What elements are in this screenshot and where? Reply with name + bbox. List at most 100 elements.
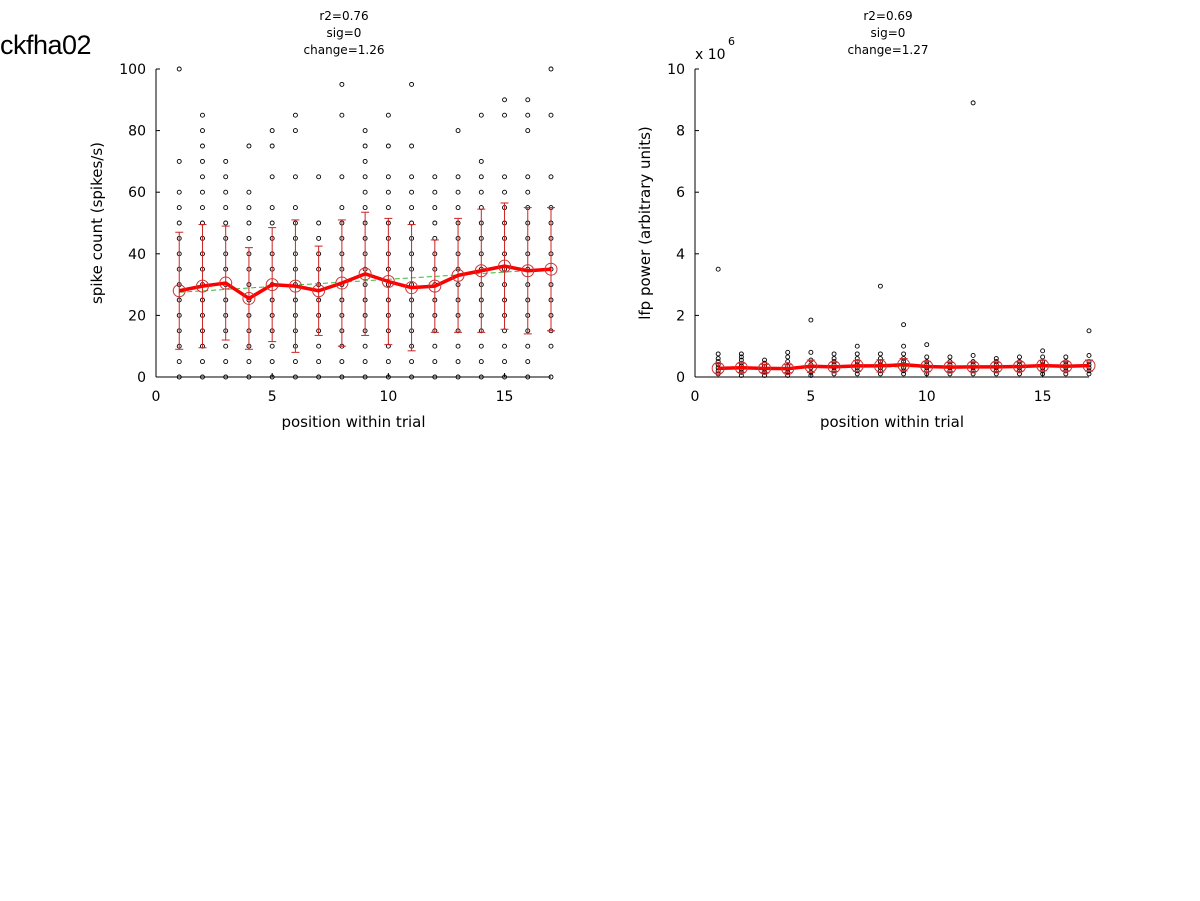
chart-1-mean-marker — [172, 284, 186, 298]
chart-1-data-point — [316, 343, 322, 349]
chart-1-stat-change: change=1.26 — [303, 43, 385, 57]
chart-1-data-point — [432, 343, 438, 349]
chart-2-mean-marker — [1036, 359, 1050, 373]
chart-2-data-point — [1017, 354, 1022, 360]
chart-1-data-point — [502, 189, 507, 195]
chart-1-x-tick-label: 5 — [268, 389, 277, 405]
chart-1-data-point — [292, 374, 298, 380]
chart-1-data-point — [502, 97, 507, 103]
chart-1-mean-marker — [381, 275, 395, 289]
chart-2-mean-marker — [1059, 359, 1073, 373]
chart-1-data-point — [362, 359, 368, 365]
chart-1-stat-sig: sig=0 — [326, 26, 362, 40]
chart-2-scale-label: x 10 — [695, 47, 726, 63]
chart-1-data-point — [246, 205, 252, 211]
chart-2-data-point — [715, 356, 721, 361]
chart-2-mean-marker — [897, 358, 911, 372]
chart-1-data-point — [525, 374, 531, 380]
chart-1-data-point — [200, 112, 205, 118]
chart-1-data-point — [200, 158, 205, 164]
chart-1-data-point — [339, 112, 345, 118]
chart-2-x-tick-label: 0 — [691, 389, 700, 405]
chart-1-x-tick-label: 10 — [379, 389, 397, 405]
chart-2-data-point — [1040, 348, 1046, 354]
chart-1-data-point — [548, 174, 554, 180]
chart-1-data-point — [385, 143, 391, 149]
chart-2-data-point — [924, 354, 930, 360]
chart-2-y-tick-label: 0 — [676, 370, 685, 386]
chart-1-mean-marker — [312, 284, 326, 298]
chart-1-data-point — [269, 174, 275, 180]
chart-1-data-point — [409, 189, 415, 195]
chart-2-mean-marker — [966, 360, 980, 374]
chart-1-data-point — [176, 374, 182, 380]
chart-2-data-point — [970, 100, 976, 106]
chart-2-data-point — [877, 283, 883, 289]
chart-2-data-point — [1040, 354, 1046, 360]
chart-1-data-point — [339, 359, 345, 365]
chart-2-data-point — [785, 373, 791, 378]
chart-2-data-point — [901, 343, 907, 349]
chart-1-data-point — [246, 374, 252, 380]
chart-2-y-tick-label: 2 — [676, 308, 685, 324]
chart-1-data-point — [176, 359, 182, 365]
chart-1-data-point — [548, 112, 554, 118]
chart-2-data-point — [901, 351, 907, 357]
chart-1-y-tick-label: 0 — [137, 370, 146, 386]
chart-2-data-point — [901, 322, 907, 328]
chart-2-data-point — [785, 359, 791, 365]
chart-1-data-point — [455, 359, 461, 365]
chart-1-mean-marker — [498, 259, 512, 273]
chart-1-mean-marker — [544, 262, 558, 276]
chart-1-data-point — [200, 174, 205, 180]
chart-1-data-point — [502, 343, 507, 349]
chart-1-data-point — [223, 374, 229, 380]
chart-1-data-point — [339, 81, 345, 87]
chart-1-data-point — [525, 97, 531, 103]
chart-1-data-point — [455, 343, 461, 349]
chart-1-data-point — [223, 220, 229, 226]
chart-2-x-tick-label: 15 — [1034, 389, 1052, 405]
chart-1-data-point — [176, 158, 182, 164]
chart-1-data-point — [432, 220, 438, 226]
chart-2-data-point — [785, 354, 791, 360]
chart-1-data-point — [455, 374, 461, 380]
chart-1-data-point — [478, 359, 484, 365]
chart-1-data-point — [292, 128, 298, 134]
chart-1-data-point — [223, 343, 229, 349]
chart-1-data-point — [362, 205, 368, 211]
chart-1-data-point — [292, 174, 298, 180]
chart-1-mean-marker — [358, 267, 372, 281]
chart-1-data-point — [362, 189, 368, 195]
chart-1-data-point — [316, 359, 322, 365]
chart-2-data-point — [901, 371, 907, 377]
chart-2-y-axis-label: lfp power (arbitrary units) — [636, 126, 654, 320]
chart-1-data-point — [200, 205, 205, 211]
chart-1-mean-line — [178, 264, 552, 301]
chart-2-data-point — [1086, 328, 1092, 334]
chart-1-stats: r2=0.76 sig=0 change=1.26 — [244, 8, 444, 59]
chart-1-data-point — [269, 205, 275, 211]
chart-2-x-axis-label: position within trial — [820, 413, 964, 431]
chart-2-data-point — [1086, 352, 1092, 358]
chart-1-data-point — [478, 158, 484, 164]
chart-2-scale-exponent: 6 — [728, 35, 735, 48]
chart-1-data-point — [385, 174, 391, 180]
chart-2-mean-marker — [734, 361, 748, 375]
chart-1-data-point — [432, 205, 438, 211]
chart-2-data-point — [877, 351, 883, 357]
chart-1-data-point — [409, 359, 415, 365]
chart-1-mean-marker — [265, 278, 279, 292]
chart-1-mean-marker — [288, 279, 302, 293]
chart-2-x-tick-label: 10 — [918, 389, 936, 405]
chart-1-data-point — [478, 189, 484, 195]
chart-1-data-point — [525, 189, 531, 195]
chart-2-mean-marker — [989, 360, 1003, 374]
chart-1-data-point — [432, 374, 438, 380]
chart-2-data-point — [715, 351, 721, 357]
chart-2-data-point — [808, 373, 814, 378]
chart-2-mean-marker — [781, 362, 795, 376]
chart-1-data-point — [176, 66, 182, 72]
